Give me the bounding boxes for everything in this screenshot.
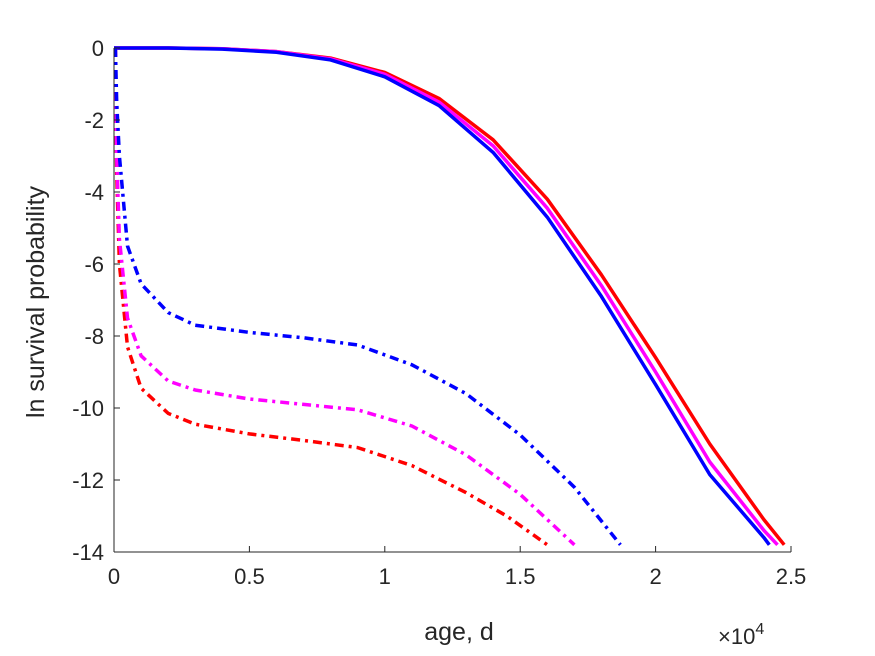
y-tick-label: -14 — [72, 540, 104, 565]
x-tick-label: 2 — [649, 564, 661, 589]
axes: 0 0.5 1 1.5 2 2.5 0 -2 -4 -6 -8 -10 -12 -14 — [72, 36, 806, 589]
series-line-1-solid — [114, 46, 786, 546]
y-tick-label: -6 — [84, 252, 104, 277]
x-tick-label: 1 — [379, 564, 391, 589]
series-line-6-dashdot — [114, 47, 622, 546]
y-tick-label: 0 — [92, 36, 104, 61]
series-line-2-solid — [114, 46, 779, 547]
x-tick-label: 2.5 — [776, 564, 807, 589]
x-axis-exponent: ×104 — [718, 621, 764, 649]
series-line-4-dashdot — [114, 47, 549, 547]
y-tick-label: -10 — [72, 396, 104, 421]
series-line-3-solid — [114, 46, 771, 546]
y-tick-label: -12 — [72, 468, 104, 493]
x-axis-label: age, d — [424, 618, 494, 646]
x-tick-label: 0.5 — [234, 564, 265, 589]
y-tick-label: -4 — [84, 180, 104, 205]
y-axis-label: ln survival probability — [22, 185, 50, 418]
y-tick-label: -8 — [84, 324, 104, 349]
x-tick-label: 0 — [108, 564, 120, 589]
x-tick-label: 1.5 — [505, 564, 536, 589]
series-line-5-dashdot — [114, 47, 576, 547]
x-exponent-base: ×10 — [718, 624, 755, 649]
y-tick-label: -2 — [84, 108, 104, 133]
x-exponent-power: 4 — [755, 621, 764, 638]
series-lines — [114, 46, 786, 547]
